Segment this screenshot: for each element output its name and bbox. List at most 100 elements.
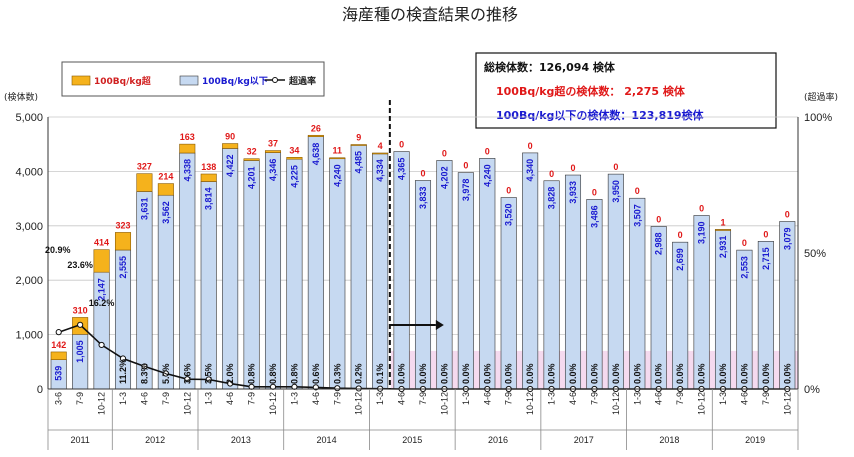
y-axis-label-right: (超過率) <box>804 91 838 103</box>
bar-under <box>350 144 367 390</box>
under-value-label: 4,240 <box>482 164 492 187</box>
x-tick-label: 1-3 <box>289 392 299 405</box>
rate-value-label: 8.3% <box>139 363 149 384</box>
over-value-label: 0 <box>785 210 790 220</box>
under-value-label: 3,079 <box>782 228 792 251</box>
under-value-label: 3,978 <box>461 179 471 202</box>
x-tick-label: 7-9 <box>504 392 514 405</box>
rate-value-label: 0.8% <box>289 363 299 384</box>
year-label: 2017 <box>574 435 594 445</box>
plot-area: 0 1,000 2,000 3,000 4,000 5,000 0% 50% 100% 142 53… <box>15 100 832 450</box>
x-tick-label: 7-9 <box>761 392 771 405</box>
rate-value-label: 0.0% <box>782 363 792 384</box>
y-tick-label: 3,000 <box>15 221 43 233</box>
over-value-label: 0 <box>442 148 447 158</box>
bar-under <box>479 158 496 390</box>
legend-label-rate: 超過率 <box>288 75 316 87</box>
bar-over <box>243 158 260 161</box>
over-value-label: 32 <box>247 147 257 157</box>
x-tick-label: 7-9 <box>247 392 257 405</box>
year-label: 2018 <box>659 435 679 445</box>
bar-under <box>414 180 432 390</box>
x-tick-label: 3-6 <box>54 392 64 405</box>
under-value-label: 4,225 <box>289 165 299 188</box>
rate-value-label: 0.0% <box>675 363 685 384</box>
bar-under <box>436 160 453 390</box>
over-value-label: 0 <box>635 186 640 196</box>
x-tick-label: 4-6 <box>311 392 321 405</box>
over-value-label: 0 <box>528 141 533 151</box>
bar-over <box>179 143 196 154</box>
rate-value-label: 0.0% <box>482 363 492 384</box>
bar-under <box>307 136 324 390</box>
bar-under <box>607 173 624 390</box>
rate-point <box>184 376 191 383</box>
rate-value-label: 0.0% <box>718 363 728 384</box>
x-tick-label: 1-3 <box>204 392 214 405</box>
over-value-label: 0 <box>506 186 511 196</box>
rate-value-label: 3.6% <box>182 363 192 384</box>
over-value-label: 138 <box>201 162 216 172</box>
under-value-label: 4,365 <box>397 158 407 181</box>
rate-value-label: 0.0% <box>525 363 535 384</box>
bar-under <box>372 152 389 390</box>
bar-under <box>393 151 410 390</box>
under-value-label: 3,814 <box>204 188 214 211</box>
rate-value-label: 0.0% <box>739 363 749 384</box>
bar-under <box>564 174 582 390</box>
x-tick-label: 7-9 <box>332 392 342 405</box>
over-value-label: 26 <box>311 123 321 133</box>
under-value-label: 4,338 <box>182 159 192 182</box>
under-value-label: 4,334 <box>375 159 385 182</box>
arrow-head <box>435 320 444 330</box>
summary-under: 100Bq/kg以下の検体数：123,819検体 <box>496 108 705 122</box>
over-value-label: 0 <box>463 161 468 171</box>
bar-under <box>222 148 239 390</box>
x-tick-label: 4-6 <box>482 392 492 405</box>
x-tick-label: 10-12 <box>439 392 449 415</box>
y-tick-label: 2,000 <box>15 275 43 287</box>
bar-under <box>457 172 474 390</box>
year-label: 2016 <box>488 435 508 445</box>
rate-value-label: 0.8% <box>268 363 278 384</box>
over-value-label: 0 <box>420 168 425 178</box>
under-value-label: 3,562 <box>161 201 171 224</box>
rate-value-label: 0.0% <box>418 363 428 384</box>
under-value-label: 1,005 <box>75 340 85 363</box>
under-value-label: 3,828 <box>547 187 557 210</box>
over-value-label: 142 <box>51 340 66 350</box>
over-value-label: 11 <box>333 146 343 156</box>
over-value-label: 9 <box>356 133 361 143</box>
over-value-label: 414 <box>94 238 109 248</box>
bar-over <box>350 144 367 146</box>
y-tick-label: 5,000 <box>15 112 43 124</box>
rate-value-label: 20.9% <box>45 245 71 255</box>
bar-over <box>200 173 217 182</box>
rate-point <box>141 363 148 370</box>
chart-title: 海産種の検査結果の推移 <box>342 5 518 24</box>
x-tick-label: 10-12 <box>268 392 278 415</box>
under-value-label: 4,638 <box>311 143 321 166</box>
over-value-label: 327 <box>137 162 152 172</box>
bar-under <box>243 160 260 390</box>
bar-over <box>372 152 389 155</box>
rate-value-label: 0.0% <box>654 363 664 384</box>
rate-value-label: 0.0% <box>632 363 642 384</box>
x-tick-label: 4-6 <box>568 392 578 405</box>
rate-point <box>77 321 84 328</box>
rate-value-label: 0.0% <box>697 363 707 384</box>
over-value-label: 0 <box>613 162 618 172</box>
bar-under <box>264 152 282 390</box>
over-value-label: 34 <box>289 145 299 155</box>
x-tick-label: 7-9 <box>675 392 685 405</box>
x-tick-label: 4-6 <box>139 392 149 405</box>
bar-over <box>714 229 732 231</box>
over-value-label: 0 <box>656 214 661 224</box>
x-tick-label: 4-6 <box>225 392 235 405</box>
legend-label-under: 100Bq/kg以下 <box>202 76 268 87</box>
over-value-label: 37 <box>268 139 278 149</box>
x-tick-label: 10-12 <box>697 392 707 415</box>
rate-point <box>355 385 362 392</box>
over-value-label: 214 <box>158 172 173 182</box>
